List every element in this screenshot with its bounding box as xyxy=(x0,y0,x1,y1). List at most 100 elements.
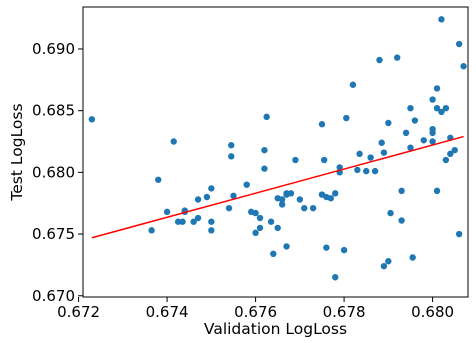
trendline xyxy=(91,135,464,239)
data-point xyxy=(407,104,414,112)
data-point xyxy=(228,142,235,149)
y-tick-label: 0.690 xyxy=(32,40,75,58)
data-point xyxy=(429,138,436,145)
data-point xyxy=(261,165,268,172)
x-tick-label: 0.680 xyxy=(411,303,454,321)
data-point xyxy=(148,227,155,234)
data-point xyxy=(380,262,388,270)
x-tick-label: 0.676 xyxy=(234,303,277,321)
data-point xyxy=(460,63,467,70)
data-point xyxy=(261,146,268,154)
data-point xyxy=(320,156,328,164)
data-point xyxy=(438,108,445,116)
data-point xyxy=(267,218,275,225)
y-axis: 0.670 0.675 0.680 0.685 0.690 xyxy=(32,40,83,305)
data-point xyxy=(429,125,436,133)
data-point xyxy=(296,196,304,203)
data-point xyxy=(442,156,450,164)
y-tick-label: 0.675 xyxy=(32,225,75,243)
x-axis-label: Validation LogLoss xyxy=(204,320,347,338)
plot-background xyxy=(83,7,468,297)
trendline-layer xyxy=(91,135,464,239)
plot-frame xyxy=(82,6,469,298)
data-point xyxy=(332,274,339,281)
data-point xyxy=(356,150,363,158)
data-point xyxy=(367,154,374,161)
data-point xyxy=(252,209,259,217)
data-point xyxy=(225,204,233,212)
y-tick-label: 0.680 xyxy=(32,163,75,181)
data-point xyxy=(429,96,436,103)
data-point xyxy=(283,190,290,197)
data-point xyxy=(230,192,237,200)
data-point xyxy=(455,230,463,238)
data-point xyxy=(155,176,162,183)
data-point xyxy=(455,40,463,48)
data-point xyxy=(194,214,202,222)
data-point xyxy=(354,166,361,174)
data-point xyxy=(451,146,458,154)
data-point xyxy=(363,167,370,175)
data-point xyxy=(292,156,299,164)
data-point xyxy=(343,114,350,122)
data-point xyxy=(371,167,379,175)
y-tick-label: 0.670 xyxy=(32,287,75,305)
data-point xyxy=(420,137,427,144)
data-point xyxy=(340,246,348,254)
data-point xyxy=(447,150,454,158)
data-point xyxy=(442,104,450,112)
plot-area xyxy=(82,6,469,298)
data-point xyxy=(385,119,392,127)
data-point xyxy=(409,254,416,261)
data-point xyxy=(163,208,171,216)
data-point xyxy=(287,190,295,197)
data-point xyxy=(394,54,401,61)
data-points xyxy=(88,16,467,281)
data-point xyxy=(283,243,290,250)
data-point xyxy=(270,250,277,258)
data-point xyxy=(190,218,197,225)
data-point xyxy=(402,129,410,137)
data-point xyxy=(433,104,441,112)
data-point xyxy=(438,16,445,23)
data-point xyxy=(179,218,186,225)
data-point xyxy=(278,196,286,203)
data-point xyxy=(376,56,383,64)
data-point xyxy=(318,121,326,128)
data-point xyxy=(278,201,286,208)
data-point xyxy=(263,113,270,121)
data-point xyxy=(349,81,357,88)
data-point xyxy=(407,144,414,151)
y-tick-label: 0.685 xyxy=(32,102,75,120)
data-point xyxy=(256,224,264,232)
data-point xyxy=(274,224,281,232)
data-point xyxy=(398,217,405,224)
data-point xyxy=(174,218,182,225)
data-point xyxy=(327,195,335,202)
data-point xyxy=(433,85,441,92)
data-point xyxy=(243,181,250,188)
x-tick-label: 0.672 xyxy=(57,303,100,321)
x-tick-label: 0.678 xyxy=(323,303,366,321)
data-point xyxy=(378,139,385,146)
y-axis-label: Test LogLoss xyxy=(8,103,26,201)
data-point xyxy=(433,187,441,195)
data-point xyxy=(203,193,211,201)
data-point xyxy=(332,190,339,197)
data-point xyxy=(194,196,202,203)
data-point xyxy=(411,117,419,124)
data-point xyxy=(385,258,392,265)
data-point xyxy=(309,204,317,212)
data-point xyxy=(252,229,259,237)
data-point xyxy=(256,214,264,222)
x-axis: 0.672 0.674 0.676 0.678 0.680 xyxy=(57,297,454,321)
data-point xyxy=(208,218,215,225)
data-point xyxy=(208,185,215,192)
data-point xyxy=(208,227,215,234)
x-tick-label: 0.674 xyxy=(146,303,189,321)
data-point xyxy=(336,164,343,171)
data-point xyxy=(228,153,235,160)
data-point xyxy=(323,244,330,251)
data-point xyxy=(88,116,96,123)
